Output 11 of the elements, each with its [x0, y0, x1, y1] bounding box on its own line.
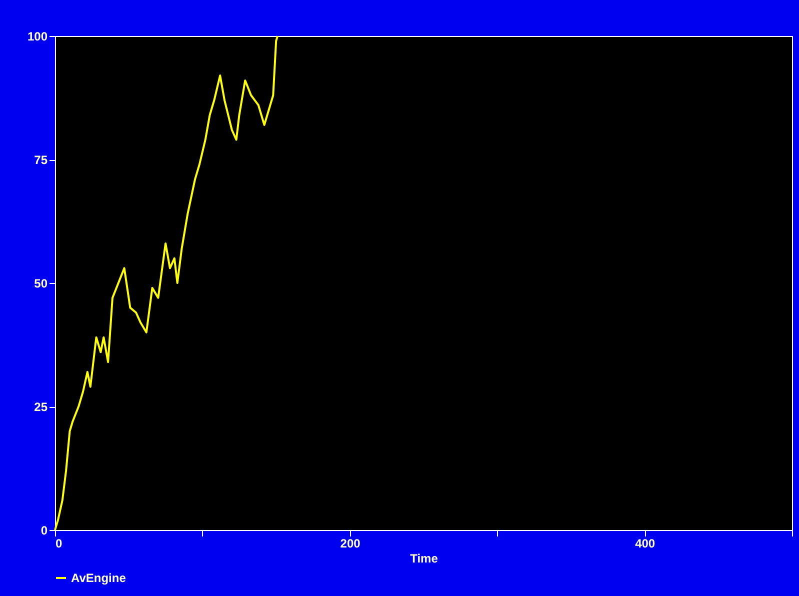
y-tick-label: 0 [40, 524, 48, 538]
x-tick-label: 400 [635, 536, 656, 550]
legend-label: AvEngine [71, 571, 126, 585]
y-tick-label: 50 [34, 276, 48, 290]
x-tick-label: 0 [56, 536, 62, 550]
y-tick-label: 75 [34, 153, 48, 167]
line-series [54, 35, 279, 531]
y-tick-label: 25 [34, 400, 48, 414]
x-axis-title: Time [410, 552, 438, 566]
y-tick-label: 100 [27, 30, 48, 44]
x-tick-label: 200 [340, 536, 361, 550]
